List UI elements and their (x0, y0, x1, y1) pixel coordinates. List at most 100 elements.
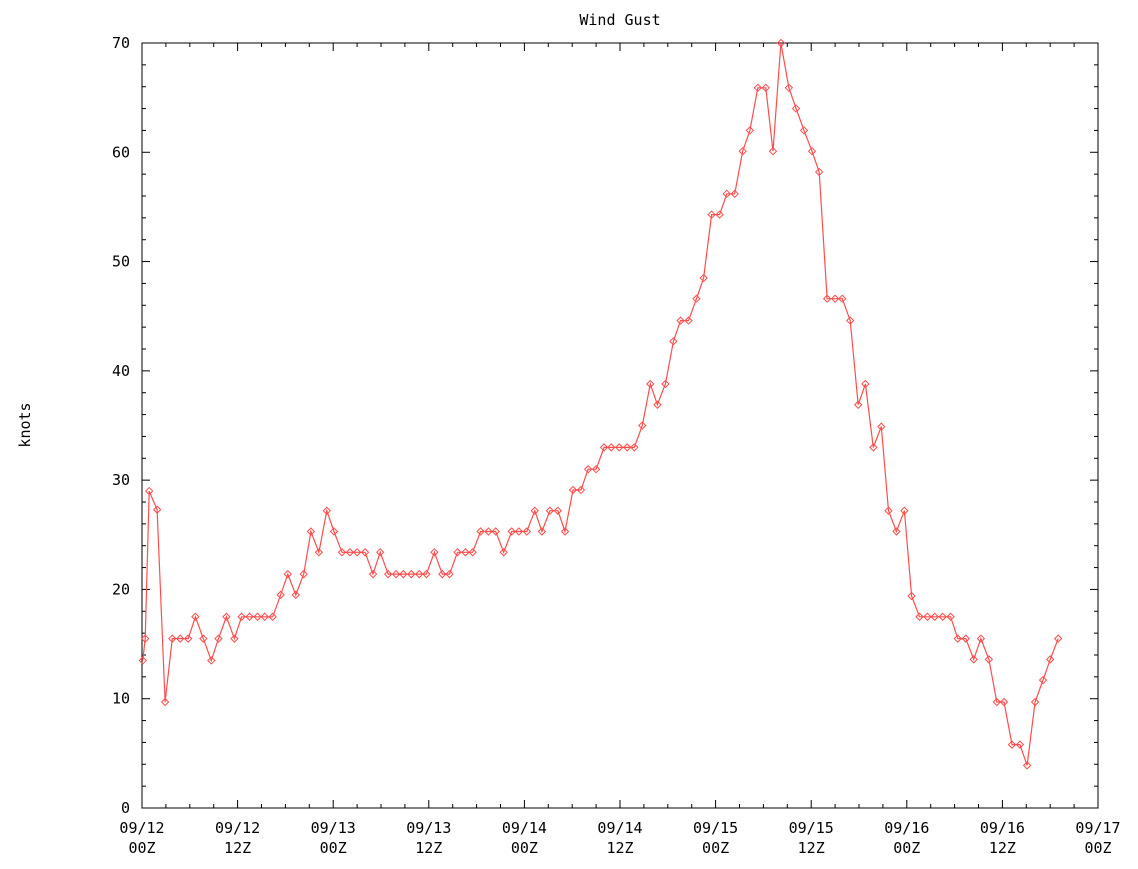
x-tick-label-date: 09/13 (311, 819, 356, 837)
data-point (491, 527, 500, 536)
data-point (1045, 655, 1055, 664)
y-tick-label: 0 (121, 799, 130, 817)
plot-frame (141, 42, 1099, 809)
x-tick-label-date: 09/14 (502, 819, 547, 837)
data-point (476, 527, 485, 536)
x-tick-label-date: 09/12 (119, 819, 164, 837)
data-point (140, 634, 150, 643)
data-point (761, 83, 770, 93)
x-tick-label-date: 09/16 (884, 819, 929, 837)
data-point (622, 443, 632, 452)
data-point (322, 506, 332, 515)
data-point (699, 273, 708, 283)
data-point (753, 83, 763, 93)
x-tick-label-hour: 12Z (224, 839, 251, 857)
data-point (961, 634, 970, 643)
data-point (368, 569, 378, 579)
data-point (768, 146, 778, 156)
data-point (214, 634, 223, 643)
data-point (160, 697, 170, 707)
data-point (684, 316, 693, 325)
data-point (946, 612, 955, 621)
data-point (383, 569, 393, 579)
x-tick-label-date: 09/15 (789, 819, 834, 837)
data-point (877, 422, 886, 431)
data-point (722, 189, 731, 199)
data-point (869, 443, 878, 452)
data-point (553, 506, 563, 515)
data-point (930, 612, 939, 621)
x-tick-label-date: 09/16 (980, 819, 1025, 837)
data-point (183, 634, 193, 643)
data-point (453, 548, 462, 557)
data-point (838, 294, 847, 303)
data-point (391, 569, 401, 579)
data-point (776, 38, 786, 48)
y-tick-label: 10 (112, 690, 130, 708)
y-tick-label: 50 (112, 253, 130, 271)
data-point (199, 634, 208, 643)
data-point (522, 527, 531, 536)
y-tick-label: 40 (112, 362, 130, 380)
data-point (222, 612, 231, 621)
data-point (614, 443, 624, 452)
data-point (461, 548, 470, 557)
data-point (692, 294, 701, 303)
data-point (360, 548, 370, 557)
data-point (676, 316, 685, 325)
data-point (976, 634, 986, 643)
data-point (530, 506, 539, 515)
y-tick-label: 30 (112, 471, 130, 489)
x-tick-label-hour: 12Z (989, 839, 1016, 857)
data-point (268, 612, 277, 621)
data-point (1007, 740, 1017, 749)
data-point (207, 656, 216, 665)
data-point (276, 590, 285, 600)
data-point (799, 126, 809, 135)
x-tick-label-hour: 00Z (128, 839, 155, 857)
data-point (892, 527, 901, 536)
data-point (237, 612, 246, 621)
data-point (306, 527, 316, 536)
data-point (484, 527, 493, 536)
x-tick-label-hour: 00Z (1084, 839, 1111, 857)
data-point (329, 527, 339, 536)
data-point (846, 316, 855, 325)
data-point (422, 569, 431, 579)
data-point (1022, 761, 1032, 770)
data-point (915, 612, 924, 621)
data-point (253, 612, 262, 621)
y-tick-label: 60 (112, 143, 130, 161)
data-point (537, 527, 547, 536)
data-point (375, 548, 385, 557)
x-tick-label-hour: 12Z (798, 839, 825, 857)
data-point (1038, 675, 1048, 685)
data-point (992, 697, 1002, 707)
data-point (884, 506, 893, 515)
data-point (814, 167, 824, 177)
x-tick-label-hour: 00Z (320, 839, 347, 857)
y-tick-label: 20 (112, 580, 130, 598)
x-tick-label-hour: 12Z (415, 839, 442, 857)
data-point (568, 485, 578, 495)
x-tick-label-date: 09/14 (597, 819, 642, 837)
data-point (853, 400, 863, 409)
data-point (152, 505, 162, 514)
data-point (245, 612, 254, 621)
data-point (861, 379, 870, 389)
y-tick-labels: 0 10 20 30 40 50 60 70 (112, 34, 130, 817)
chart-title: Wind Gust (579, 11, 660, 29)
data-point (314, 548, 324, 557)
data-point (283, 569, 292, 579)
data-point (953, 634, 962, 643)
data-point (707, 210, 716, 219)
data-point (545, 506, 555, 515)
y-axis-label: knots (16, 402, 34, 447)
data-point (638, 421, 647, 430)
x-tick-label-date: 09/13 (406, 819, 451, 837)
data-point (607, 443, 616, 452)
data-point (399, 569, 408, 579)
data-point (407, 569, 416, 579)
series-line-wind-gust (142, 42, 1059, 766)
axis-ticks (141, 42, 1099, 809)
